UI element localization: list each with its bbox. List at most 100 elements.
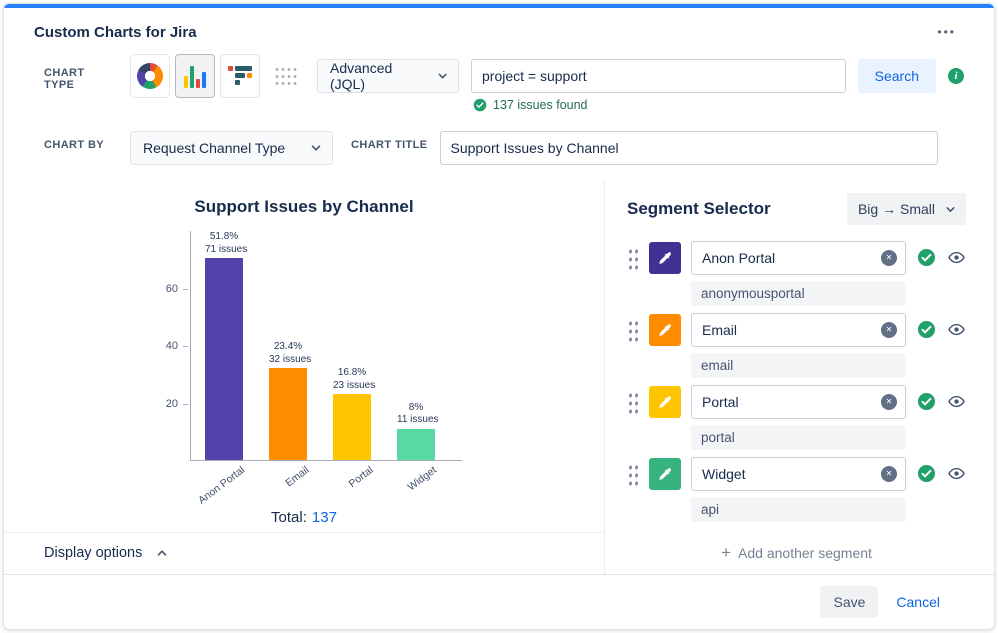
- footer-actions: Save Cancel: [4, 574, 994, 629]
- info-icon[interactable]: i: [948, 68, 964, 84]
- visibility-eye-icon[interactable]: [946, 464, 966, 484]
- main-content: Support Issues by Channel 20 40 60 51.8%…: [4, 179, 994, 574]
- bar-chart-icon: [184, 64, 206, 88]
- drag-handle-icon[interactable]: [627, 318, 639, 342]
- chart-title-input[interactable]: [439, 131, 938, 165]
- eyedropper-icon: [658, 395, 671, 408]
- drag-handle-icon[interactable]: [627, 390, 639, 414]
- controls-section: CHART TYPE Advanced (JQL): [4, 52, 994, 179]
- chart-title: Support Issues by Channel: [194, 197, 414, 216]
- chart-type-picker: [130, 54, 305, 98]
- bar-group-anon-portal: 51.8% 71 issues: [205, 231, 248, 460]
- chart-by-label: CHART BY: [44, 139, 105, 151]
- chart-title-label: CHART TITLE: [351, 139, 428, 151]
- save-button[interactable]: Save: [820, 586, 879, 618]
- jql-mode-select[interactable]: Advanced (JQL): [317, 59, 459, 93]
- bar-anon-portal[interactable]: [205, 258, 243, 460]
- segment-list: ✕ anonymousportal: [627, 241, 966, 529]
- segment-sort-select[interactable]: Big → Small: [846, 193, 966, 225]
- segment-name-input[interactable]: [691, 457, 906, 491]
- visibility-eye-icon[interactable]: [946, 248, 966, 268]
- chart-type-timeline-button[interactable]: [220, 54, 260, 98]
- segment-valid-check-icon: [916, 392, 936, 412]
- chart-by-select[interactable]: Request Channel Type: [130, 131, 333, 165]
- timeline-chart-icon: [228, 65, 252, 87]
- issues-found-text: 137 issues found: [493, 98, 588, 112]
- x-tick-label: Widget: [405, 464, 440, 494]
- chart-by-value: Request Channel Type: [143, 140, 286, 156]
- bar-email[interactable]: [269, 368, 307, 460]
- cancel-button[interactable]: Cancel: [896, 594, 940, 610]
- segment-row-portal: ✕ portal: [627, 385, 966, 450]
- bar-group-email: 23.4% 32 issues: [269, 231, 311, 460]
- chart-type-table-button[interactable]: [265, 54, 305, 98]
- segment-selector-title: Segment Selector: [627, 199, 771, 218]
- accent-bar: [4, 4, 994, 8]
- segment-row-email: ✕ email: [627, 313, 966, 378]
- eyedropper-icon: [658, 323, 671, 336]
- page-title: Custom Charts for Jira: [34, 23, 197, 41]
- segment-sort-value: Big → Small: [857, 201, 935, 217]
- chevron-down-icon: [311, 145, 321, 151]
- bar-chart: 20 40 60 51.8% 71 issues: [146, 231, 462, 507]
- total-label: Total:: [271, 509, 307, 526]
- jql-mode-value: Advanced (JQL): [330, 60, 393, 92]
- x-tick-label: Email: [283, 464, 312, 490]
- segment-value: portal: [691, 425, 906, 450]
- x-axis-labels: Anon Portal Email Portal Widget: [146, 461, 462, 507]
- plot-area: 51.8% 71 issues 23.4% 32 issues: [190, 231, 462, 461]
- segment-valid-check-icon: [916, 248, 936, 268]
- table-chart-icon: [272, 64, 298, 88]
- bar-value-label: 16.8% 23 issues: [333, 367, 376, 391]
- bar-widget[interactable]: [397, 428, 435, 460]
- segment-color-swatch[interactable]: [649, 386, 681, 418]
- segment-value: api: [691, 497, 906, 522]
- bar-value-label: 8% 11 issues: [397, 401, 439, 426]
- search-button[interactable]: Search: [857, 59, 936, 93]
- segment-value: email: [691, 353, 906, 378]
- chart-panel: Support Issues by Channel 20 40 60 51.8%…: [4, 179, 604, 574]
- success-check-icon: [473, 98, 487, 112]
- segment-valid-check-icon: [916, 464, 936, 484]
- jql-input[interactable]: [471, 59, 846, 93]
- total-count[interactable]: 137: [311, 509, 337, 526]
- segment-name-input[interactable]: [691, 313, 906, 347]
- y-tick-label: 60: [165, 282, 189, 295]
- custom-charts-dialog: Custom Charts for Jira ••• CHART TYPE: [3, 3, 995, 630]
- clear-icon[interactable]: ✕: [881, 466, 897, 482]
- more-options-button[interactable]: •••: [935, 22, 958, 42]
- chart-total: Total: 137: [4, 509, 604, 526]
- eyedropper-icon: [658, 467, 671, 480]
- clear-icon[interactable]: ✕: [881, 394, 897, 410]
- add-segment-button[interactable]: + Add another segment: [627, 544, 966, 561]
- chevron-up-icon: [158, 550, 167, 556]
- segment-color-swatch[interactable]: [649, 242, 681, 274]
- segment-row-widget: ✕ api: [627, 457, 966, 522]
- display-options-toggle[interactable]: Display options: [4, 532, 604, 574]
- bar-group-widget: 8% 11 issues: [397, 231, 439, 460]
- add-segment-label: Add another segment: [738, 544, 872, 561]
- chart-type-bar-button[interactable]: [175, 54, 215, 98]
- segment-name-input[interactable]: [691, 241, 906, 275]
- chart-type-label: CHART TYPE: [44, 67, 85, 91]
- header: Custom Charts for Jira •••: [4, 8, 994, 52]
- chevron-down-icon: [438, 73, 447, 79]
- segment-color-swatch[interactable]: [649, 458, 681, 490]
- display-options-label: Display options: [44, 545, 143, 561]
- bar-group-portal: 16.8% 23 issues: [333, 231, 376, 460]
- drag-handle-icon[interactable]: [627, 246, 639, 270]
- jql-field-group: 137 issues found: [471, 59, 846, 112]
- segment-row-anon-portal: ✕ anonymousportal: [627, 241, 966, 306]
- bar-value-label: 51.8% 71 issues: [205, 231, 248, 255]
- chevron-down-icon: [946, 206, 955, 212]
- drag-handle-icon[interactable]: [627, 462, 639, 486]
- visibility-eye-icon[interactable]: [946, 320, 966, 340]
- clear-icon[interactable]: ✕: [881, 250, 897, 266]
- chart-type-donut-button[interactable]: [130, 54, 170, 98]
- y-axis: 20 40 60: [146, 231, 190, 461]
- segment-name-input[interactable]: [691, 385, 906, 419]
- clear-icon[interactable]: ✕: [881, 322, 897, 338]
- visibility-eye-icon[interactable]: [946, 392, 966, 412]
- segment-color-swatch[interactable]: [649, 314, 681, 346]
- bar-portal[interactable]: [333, 394, 371, 460]
